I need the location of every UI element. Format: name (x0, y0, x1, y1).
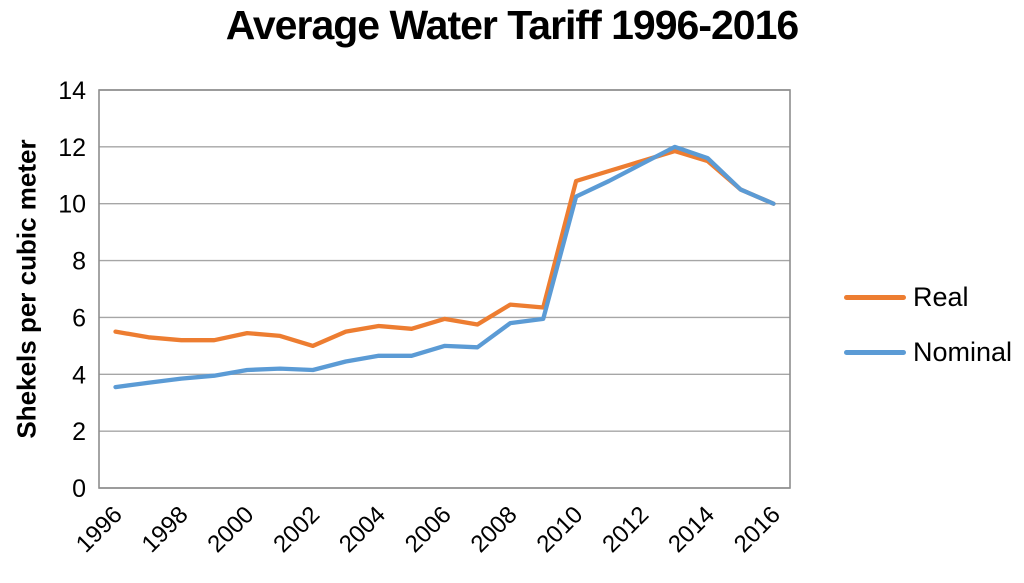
series-line-real (113, 148, 776, 349)
legend-label-nominal: Nominal (913, 337, 1013, 367)
x-tick-label: 2016 (729, 501, 786, 558)
x-tick-label: 2008 (466, 501, 523, 558)
x-tick-label: 2002 (268, 501, 325, 558)
nominal-series-line-swatch (844, 350, 906, 355)
x-tick-label: 1998 (137, 501, 194, 558)
legend-label-real: Real (913, 282, 969, 312)
y-tick-label: 2 (72, 418, 86, 446)
x-tick-label: 2006 (400, 501, 457, 558)
legend-item-nominal: Nominal (844, 337, 1012, 368)
y-tick-label: 6 (72, 304, 86, 332)
series-line-nominal (113, 144, 776, 390)
legend-item-real: Real (844, 282, 1012, 313)
x-tick-label: 2010 (532, 501, 589, 558)
x-tick-label: 2012 (597, 501, 654, 558)
x-tick-label: 2014 (663, 501, 720, 558)
legend: Real Nominal (844, 282, 1012, 368)
y-tick-label: 4 (72, 361, 86, 389)
y-tick-label: 10 (58, 191, 86, 219)
x-tick-label: 1996 (71, 501, 128, 558)
chart-title: Average Water Tariff 1996-2016 (225, 2, 799, 48)
real-series-line-swatch (844, 295, 906, 300)
y-tick-label: 0 (72, 475, 86, 503)
x-tick-label: 2000 (202, 501, 259, 558)
plot-border (98, 89, 791, 489)
y-tick-label: 14 (58, 77, 86, 105)
x-tick-label: 2004 (334, 501, 391, 558)
y-tick-label: 8 (72, 248, 86, 276)
y-tick-label: 12 (58, 134, 86, 162)
